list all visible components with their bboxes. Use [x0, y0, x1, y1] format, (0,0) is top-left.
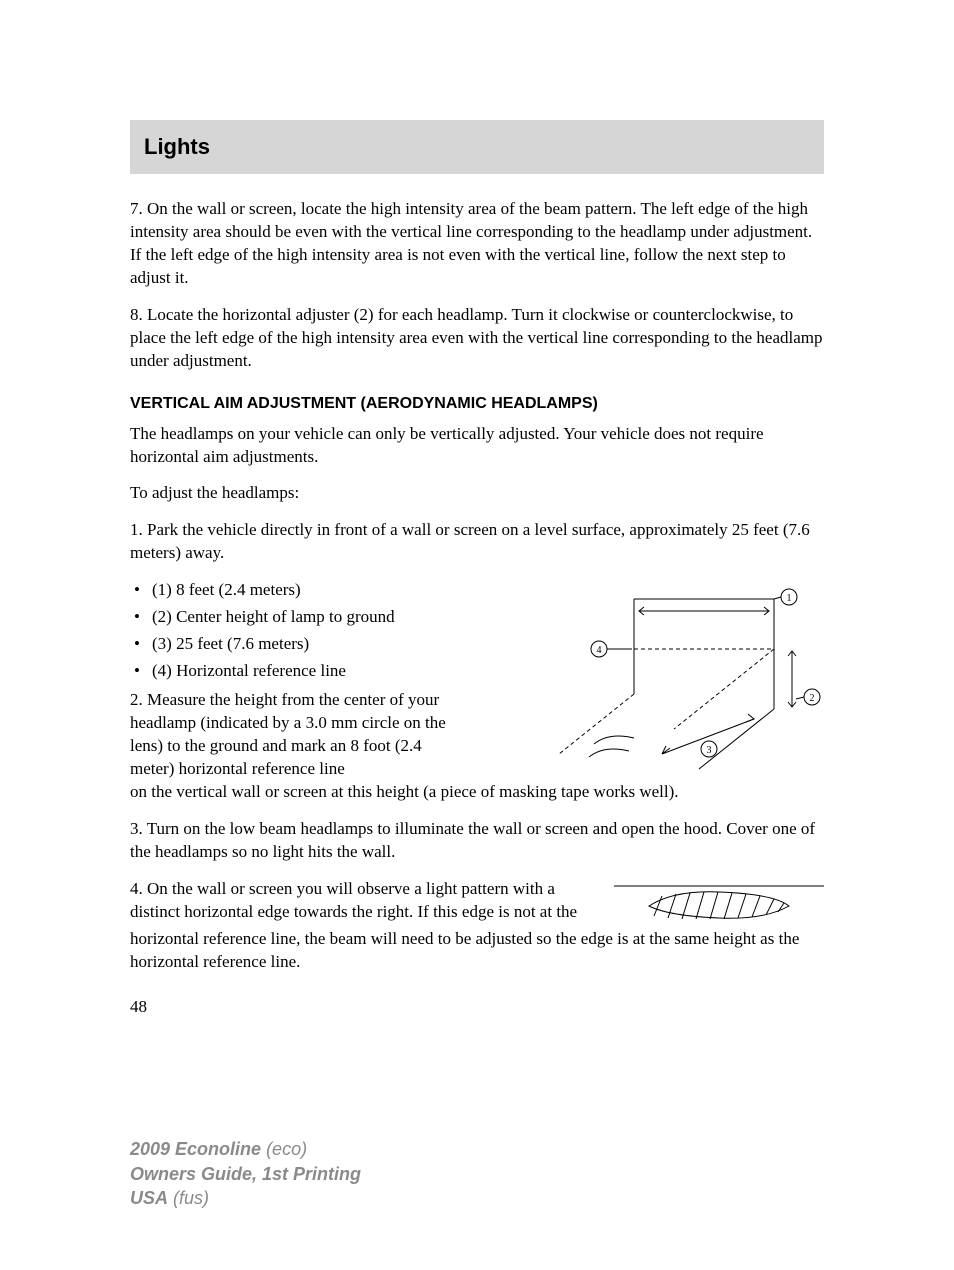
- step4-and-figure-row: 4. On the wall or screen you will observ…: [130, 878, 824, 928]
- step-2-part-a: 2. Measure the height from the center of…: [130, 689, 450, 781]
- bullet-2: (2) Center height of lamp to ground: [130, 606, 450, 629]
- beam-pattern-svg: [614, 878, 824, 928]
- bullet-3: (3) 25 feet (7.6 meters): [130, 633, 450, 656]
- beam-pattern-figure: [614, 878, 824, 928]
- section-title: Lights: [144, 134, 810, 160]
- wall-diagram-svg: 1 4 2: [544, 579, 824, 779]
- footer-model-code: (eco): [261, 1139, 307, 1159]
- step-1: 1. Park the vehicle directly in front of…: [130, 519, 824, 565]
- footer-model: 2009 Econoline: [130, 1139, 261, 1159]
- callout-2: 2: [810, 693, 815, 704]
- bullet-4: (4) Horizontal reference line: [130, 660, 450, 683]
- section-header-bar: Lights: [130, 120, 824, 174]
- step-8: 8. Locate the horizontal adjuster (2) fo…: [130, 304, 824, 373]
- footer-line-1: 2009 Econoline (eco): [130, 1137, 824, 1161]
- footer-line-3: USA (fus): [130, 1186, 824, 1210]
- intro-paragraph-1: The headlamps on your vehicle can only b…: [130, 423, 824, 469]
- dimension-bullets: (1) 8 feet (2.4 meters) (2) Center heigh…: [130, 579, 450, 683]
- bullet-list-column: (1) 8 feet (2.4 meters) (2) Center heigh…: [130, 579, 450, 781]
- vertical-aim-heading: VERTICAL AIM ADJUSTMENT (AERODYNAMIC HEA…: [130, 395, 824, 413]
- callout-3: 3: [707, 745, 712, 756]
- footer-block: 2009 Econoline (eco) Owners Guide, 1st P…: [130, 1137, 824, 1210]
- bullets-and-figure-row: 1 4 2: [130, 579, 824, 781]
- step-7: 7. On the wall or screen, locate the hig…: [130, 198, 824, 290]
- footer-region: USA: [130, 1188, 168, 1208]
- wall-diagram-figure: 1 4 2: [544, 579, 824, 779]
- bullet-1: (1) 8 feet (2.4 meters): [130, 579, 450, 602]
- step-4-part-b: horizontal reference line, the beam will…: [130, 928, 824, 974]
- intro-paragraph-2: To adjust the headlamps:: [130, 482, 824, 505]
- page-number: 48: [130, 997, 824, 1017]
- callout-4: 4: [597, 645, 602, 656]
- step-2-part-b: on the vertical wall or screen at this h…: [130, 781, 824, 804]
- callout-1: 1: [787, 593, 792, 604]
- footer-line-2: Owners Guide, 1st Printing: [130, 1162, 824, 1186]
- step-3: 3. Turn on the low beam headlamps to ill…: [130, 818, 824, 864]
- footer-region-code: (fus): [168, 1188, 209, 1208]
- page-content: Lights 7. On the wall or screen, locate …: [0, 0, 954, 1270]
